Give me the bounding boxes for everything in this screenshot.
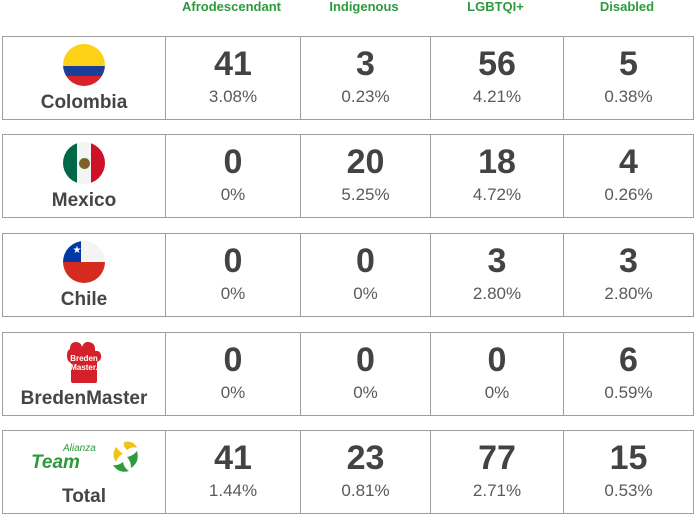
- percent-value: 4.72%: [472, 185, 522, 204]
- count-value: 5: [619, 45, 638, 83]
- logo-text-alianza: Alianza: [63, 443, 96, 454]
- cell-afrodescendant: 0 0%: [165, 333, 300, 415]
- count-value: 0: [223, 341, 243, 379]
- percent-value: 0.38%: [604, 87, 653, 106]
- table-row-bredenmaster: Breden Master. BredenMaster 0 0% 0 0% 0 …: [2, 332, 694, 416]
- count-value: 18: [478, 143, 516, 181]
- header-disabled: Disabled: [599, 0, 655, 14]
- percent-value: 0%: [220, 284, 246, 303]
- count-value: 23: [346, 439, 385, 477]
- cell-lgbtqi: 3 2.80%: [430, 234, 563, 316]
- logo-text-line: Breden: [70, 354, 98, 363]
- percent-value: 0%: [484, 383, 510, 402]
- count-value: 0: [487, 341, 507, 379]
- row-name: Mexico: [51, 190, 117, 211]
- cell-afrodescendant: 41 3.08%: [165, 37, 300, 119]
- percent-value: 0.59%: [604, 383, 653, 402]
- percent-value: 3.08%: [208, 87, 258, 106]
- cell-lgbtqi: 77 2.71%: [430, 431, 563, 513]
- count-value: 3: [619, 242, 638, 280]
- row-name: Chile: [60, 289, 108, 310]
- row-label-cell: ★ Chile: [3, 234, 165, 316]
- cell-afrodescendant: 0 0%: [165, 135, 300, 217]
- cell-disabled: 15 0.53%: [563, 431, 693, 513]
- row-label-cell: Alianza Team Total: [3, 431, 165, 513]
- header-lgbtqi: LGBTQI+: [467, 0, 524, 14]
- percent-value: 2.80%: [604, 284, 653, 303]
- row-label-cell: Breden Master. BredenMaster: [3, 333, 165, 415]
- cell-afrodescendant: 41 1.44%: [165, 431, 300, 513]
- percent-value: 0%: [220, 185, 246, 204]
- table-header: Afrodescendant Indigenous LGBTQI+ Disabl…: [0, 0, 696, 22]
- percent-value: 0.53%: [604, 481, 653, 500]
- row-name: Colombia: [40, 92, 128, 113]
- cell-lgbtqi: 56 4.21%: [430, 37, 563, 119]
- percent-value: 0.26%: [604, 185, 653, 204]
- percent-value: 0.81%: [341, 481, 390, 500]
- cell-afrodescendant: 0 0%: [165, 234, 300, 316]
- percent-value: 2.71%: [472, 481, 522, 500]
- table-row-chile: ★ Chile 0 0% 0 0% 3 2.80% 3 2.80%: [2, 233, 694, 317]
- header-afrodescendant: Afrodescendant: [182, 0, 281, 14]
- table-row-total: Alianza Team Total 41 1.44% 23 0.81% 77 …: [2, 430, 694, 514]
- cell-lgbtqi: 0 0%: [430, 333, 563, 415]
- count-value: 0: [356, 242, 375, 280]
- table-row-mexico: Mexico 0 0% 20 5.25% 18 4.72% 4 0.26%: [2, 134, 694, 218]
- count-value: 0: [356, 341, 375, 379]
- count-value: 0: [223, 143, 243, 181]
- cell-disabled: 4 0.26%: [563, 135, 693, 217]
- count-value: 77: [478, 439, 516, 477]
- percent-value: 2.80%: [472, 284, 522, 303]
- cell-disabled: 3 2.80%: [563, 234, 693, 316]
- header-indigenous: Indigenous: [329, 0, 399, 14]
- alianza-swirl-icon: [113, 441, 138, 472]
- row-label-cell: Colombia: [3, 37, 165, 119]
- colombia-flag-icon: [63, 44, 105, 86]
- chile-flag-icon: ★: [63, 241, 105, 283]
- mexico-flag-icon: [63, 142, 105, 184]
- cell-indigenous: 0 0%: [300, 234, 430, 316]
- count-value: 56: [478, 45, 516, 83]
- cell-indigenous: 3 0.23%: [300, 37, 430, 119]
- percent-value: 0.23%: [341, 87, 390, 106]
- row-name: Total: [62, 486, 106, 507]
- percent-value: 5.25%: [341, 185, 390, 204]
- cell-indigenous: 0 0%: [300, 333, 430, 415]
- bredenmaster-logo: Breden Master.: [64, 339, 104, 385]
- percent-value: 0%: [353, 383, 378, 402]
- count-value: 4: [619, 143, 638, 181]
- cell-lgbtqi: 18 4.72%: [430, 135, 563, 217]
- logo-text-team: Team: [31, 452, 80, 473]
- count-value: 3: [487, 242, 507, 280]
- count-value: 41: [214, 439, 252, 477]
- cell-disabled: 5 0.38%: [563, 37, 693, 119]
- count-value: 0: [223, 242, 243, 280]
- count-value: 15: [609, 439, 648, 477]
- count-value: 20: [346, 143, 385, 181]
- alianza-team-logo: Alianza Team: [25, 437, 143, 481]
- percent-value: 0%: [353, 284, 378, 303]
- count-value: 6: [619, 341, 638, 379]
- percent-value: 4.21%: [472, 87, 522, 106]
- row-label-cell: Mexico: [3, 135, 165, 217]
- cell-disabled: 6 0.59%: [563, 333, 693, 415]
- cell-indigenous: 23 0.81%: [300, 431, 430, 513]
- row-name: BredenMaster: [20, 388, 148, 409]
- logo-text-line: Master.: [70, 363, 98, 372]
- cell-indigenous: 20 5.25%: [300, 135, 430, 217]
- percent-value: 0%: [220, 383, 246, 402]
- count-value: 3: [356, 45, 375, 83]
- percent-value: 1.44%: [208, 481, 258, 500]
- count-value: 41: [214, 45, 252, 83]
- table-row-colombia: Colombia 41 3.08% 3 0.23% 56 4.21% 5 0.3…: [2, 36, 694, 120]
